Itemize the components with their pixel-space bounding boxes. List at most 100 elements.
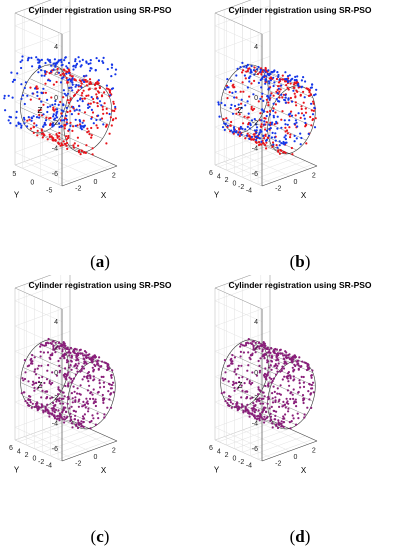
data-point [264, 71, 267, 74]
x-tick-label: 0 [94, 179, 98, 186]
data-point [267, 382, 270, 385]
data-point [257, 388, 260, 391]
data-point [58, 122, 61, 125]
axis-x-line [61, 440, 118, 462]
data-point [248, 380, 251, 383]
data-point [295, 423, 298, 426]
data-point [35, 116, 39, 119]
y-tick-label: 0 [233, 455, 237, 462]
data-point [72, 68, 75, 71]
data-point [262, 397, 265, 400]
data-point [238, 134, 241, 138]
data-point [245, 70, 248, 73]
data-point [238, 376, 241, 379]
data-point [46, 409, 49, 412]
data-point [262, 408, 265, 411]
data-point [284, 99, 287, 102]
data-point [40, 364, 43, 367]
data-point [284, 123, 287, 126]
data-point [308, 91, 311, 94]
data-point [232, 126, 236, 129]
z-tick-label: -6 [252, 171, 258, 178]
data-point [62, 103, 65, 106]
data-point [276, 92, 279, 95]
caption-d-label: d [295, 527, 305, 546]
data-point [253, 118, 256, 121]
data-point [70, 356, 73, 359]
data-point [278, 90, 281, 93]
data-point [52, 68, 55, 71]
data-point [310, 102, 313, 105]
data-point [97, 79, 100, 82]
data-point [241, 389, 244, 392]
data-point [92, 379, 95, 382]
data-point [74, 60, 77, 63]
data-point [67, 134, 70, 138]
data-point [264, 344, 267, 347]
data-point [258, 141, 261, 144]
data-point [54, 62, 57, 65]
data-point [299, 132, 302, 135]
data-point [81, 125, 84, 128]
data-point [111, 119, 114, 122]
data-point [53, 414, 56, 417]
data-point [44, 342, 48, 345]
data-point [305, 142, 308, 145]
data-point [259, 402, 262, 405]
data-point [32, 131, 35, 134]
data-point [37, 71, 40, 74]
series-1-points [21, 337, 114, 429]
data-point [88, 133, 91, 136]
data-point [296, 412, 299, 415]
data-point [15, 116, 18, 119]
data-point [245, 134, 248, 137]
data-point [242, 122, 245, 125]
data-point [257, 133, 261, 136]
data-point [271, 422, 274, 425]
data-point [243, 115, 246, 118]
data-point [58, 397, 61, 400]
data-point [289, 82, 292, 85]
data-point [270, 381, 273, 384]
z-tick-label: 2 [254, 70, 258, 77]
z-tick-label: 0 [254, 370, 258, 377]
data-point [39, 345, 42, 348]
data-point [311, 113, 315, 116]
data-point [257, 81, 260, 84]
data-point [261, 348, 264, 351]
data-point [55, 418, 59, 421]
cylinder-generator-line [222, 120, 271, 143]
data-point [271, 121, 274, 124]
data-point [248, 415, 251, 418]
data-point [108, 91, 112, 94]
data-point [81, 405, 84, 408]
data-point [43, 381, 46, 385]
data-point [306, 406, 309, 409]
data-point [71, 77, 74, 80]
data-point [29, 398, 32, 402]
data-point [51, 409, 54, 412]
data-point [39, 350, 42, 353]
data-point [272, 70, 275, 73]
data-point [274, 400, 277, 404]
data-point [20, 392, 23, 395]
data-point [241, 344, 244, 347]
data-point [37, 109, 40, 112]
data-point [271, 379, 274, 383]
data-point [73, 109, 76, 112]
data-point [257, 143, 261, 147]
z-tick-label: -6 [52, 446, 58, 453]
z-tick-label: -2 [252, 395, 258, 402]
data-point [287, 402, 290, 405]
data-point [54, 403, 57, 407]
data-point [276, 364, 279, 367]
data-point [69, 415, 73, 418]
data-point [61, 348, 64, 351]
data-point [310, 109, 313, 112]
data-point [60, 119, 64, 122]
data-point [65, 410, 68, 413]
data-point [239, 90, 242, 93]
data-point [31, 383, 34, 386]
data-point [85, 61, 88, 64]
data-point [263, 418, 267, 421]
